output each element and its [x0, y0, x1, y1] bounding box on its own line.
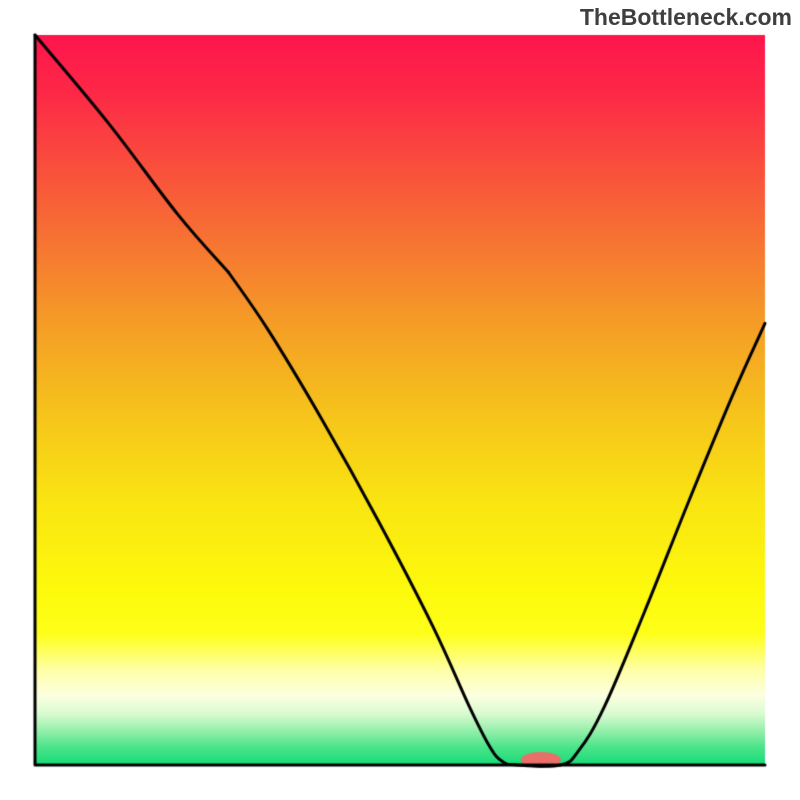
chart-container: TheBottleneck.com — [0, 0, 800, 800]
chart-curve-layer — [0, 0, 800, 800]
watermark-text: TheBottleneck.com — [580, 4, 792, 31]
